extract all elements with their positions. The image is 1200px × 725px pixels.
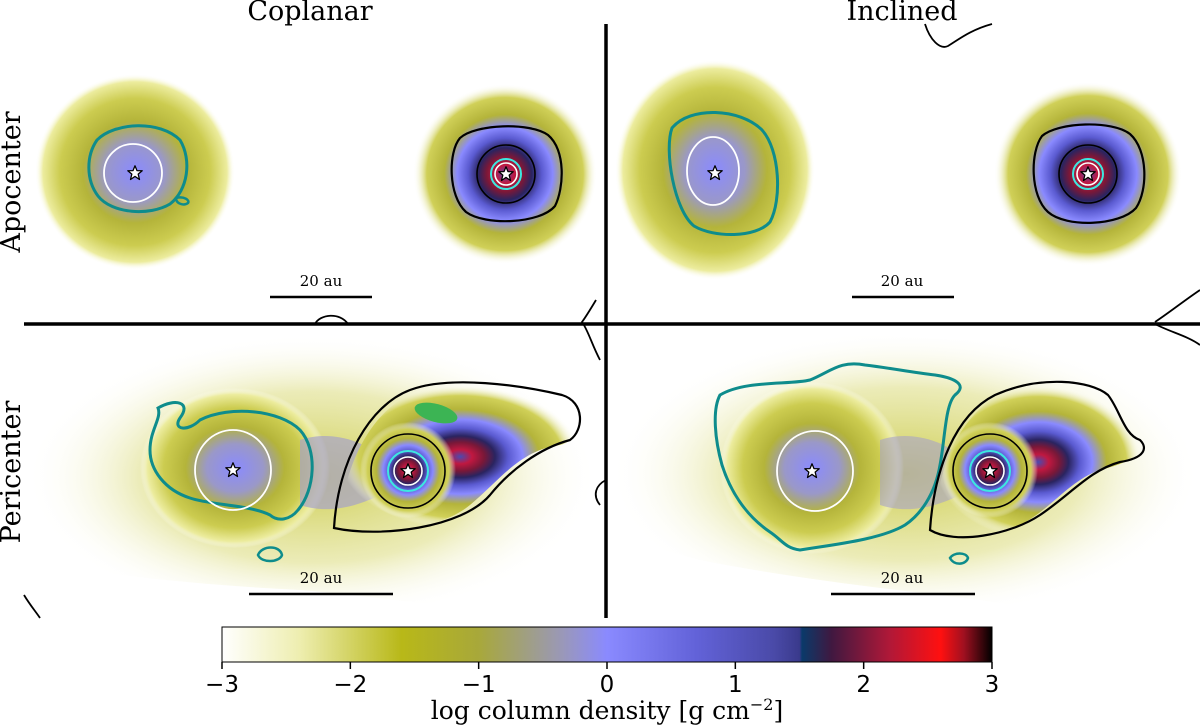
colorbar: −3 −2 −1 0 1 2 3 log column density [g cm−2] bbox=[205, 626, 999, 725]
secondary-outer-contour bbox=[450, 125, 563, 223]
contour-blob bbox=[256, 546, 284, 563]
colorbar-tick-label: −2 bbox=[333, 672, 367, 698]
column-title-inclined: Inclined bbox=[846, 0, 957, 27]
scale-bar-label: 20 au bbox=[300, 569, 343, 587]
secondary-mid-contour bbox=[1058, 144, 1118, 204]
primary-inner-ring bbox=[686, 136, 740, 206]
boundary-contour bbox=[23, 594, 41, 619]
primary-outer-contour bbox=[667, 111, 779, 236]
column-title-coplanar: Coplanar bbox=[247, 0, 372, 27]
secondary-mid-contour bbox=[952, 433, 1028, 509]
primary-inner-ring bbox=[776, 430, 854, 512]
colorbar-label-prefix: log column density [g cm bbox=[431, 696, 750, 725]
secondary-white-ring bbox=[975, 456, 1005, 486]
secondary-outer-contour bbox=[332, 381, 582, 533]
secondary-outer-contour bbox=[1032, 123, 1146, 224]
primary-outer-contour bbox=[87, 124, 189, 214]
panel-inclined-apocenter: 20 au bbox=[615, 23, 1200, 346]
boundary-contour bbox=[1154, 289, 1200, 323]
secondary-cyan-ring bbox=[490, 158, 522, 190]
secondary-cyan-ring bbox=[387, 450, 429, 492]
contour-blob bbox=[948, 552, 970, 565]
scale-bar-label: 20 au bbox=[300, 272, 343, 290]
secondary-white-ring bbox=[393, 456, 423, 486]
row-title-apocenter: Apocenter bbox=[0, 111, 27, 253]
colorbar-gradient bbox=[221, 626, 993, 663]
boundary-contour bbox=[580, 299, 601, 361]
boundary-contour bbox=[594, 479, 607, 506]
secondary-mid-contour bbox=[370, 433, 446, 509]
primary-outer-contour bbox=[713, 362, 962, 552]
colorbar-ticks: −3 −2 −1 0 1 2 3 bbox=[205, 662, 999, 698]
colorbar-tick-label: 2 bbox=[856, 672, 871, 698]
colorbar-tick-label: −3 bbox=[205, 672, 239, 698]
colorbar-tick-label: 1 bbox=[728, 672, 743, 698]
green-feature bbox=[414, 402, 458, 424]
scale-bar-label: 20 au bbox=[881, 272, 924, 290]
secondary-white-ring bbox=[494, 162, 518, 186]
secondary-white-ring bbox=[1076, 162, 1100, 186]
scale-bar-label: 20 au bbox=[881, 569, 924, 587]
primary-outer-contour bbox=[148, 401, 314, 521]
secondary-mid-contour bbox=[476, 144, 536, 204]
secondary-cyan-ring bbox=[969, 450, 1011, 492]
contour-blob bbox=[174, 196, 190, 206]
primary-inner-ring bbox=[103, 143, 163, 203]
colorbar-tick-label: 0 bbox=[600, 672, 615, 698]
primary-inner-ring bbox=[194, 429, 272, 511]
boundary-contour bbox=[924, 23, 993, 48]
row-title-pericenter: Pericenter bbox=[0, 401, 27, 544]
panel-coplanar-apocenter: 20 au bbox=[35, 74, 597, 325]
boundary-contour bbox=[314, 314, 349, 325]
panel-inclined-pericenter: 20 au bbox=[610, 330, 1200, 618]
colorbar-label-suffix: ] bbox=[773, 696, 783, 725]
colorbar-tick-label: 3 bbox=[985, 672, 1000, 698]
secondary-outer-contour bbox=[928, 380, 1145, 539]
colorbar-tick-label: −1 bbox=[462, 672, 496, 698]
colorbar-label: log column density [g cm−2] bbox=[431, 695, 784, 725]
panel-coplanar-pericenter: 20 au bbox=[23, 299, 607, 620]
colorbar-label-exponent: −2 bbox=[750, 695, 774, 714]
boundary-contour bbox=[1154, 323, 1200, 346]
secondary-cyan-ring bbox=[1072, 158, 1104, 190]
